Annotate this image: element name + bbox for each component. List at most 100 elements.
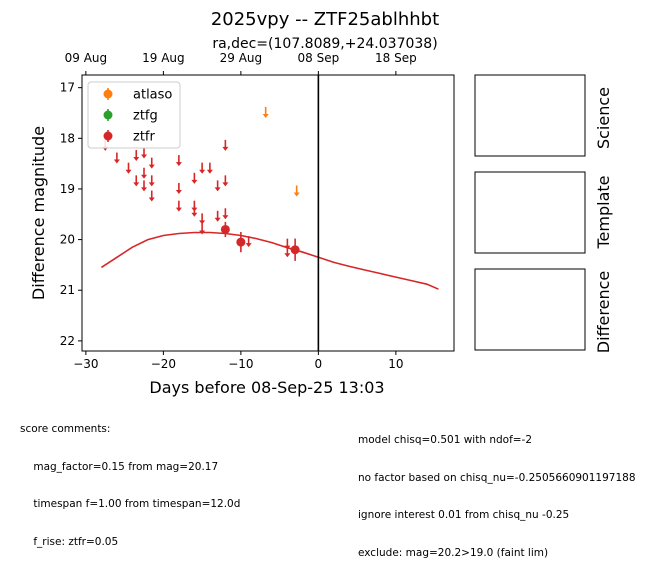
detection-marker xyxy=(220,224,230,234)
legend-box xyxy=(87,81,181,149)
upper-limit-marker xyxy=(191,172,198,184)
legend-label: ztfg xyxy=(133,109,158,124)
upper-limit-marker xyxy=(199,223,206,235)
model-curve xyxy=(100,231,439,290)
comment-line: score comments: xyxy=(20,423,111,435)
upper-limit-arrow xyxy=(293,192,300,197)
upper-limit-arrow xyxy=(191,212,198,217)
legend-entry: atlaso xyxy=(103,88,172,103)
upper-limit-marker xyxy=(206,162,213,174)
upper-limit-arrow xyxy=(125,169,132,174)
top-axis-tick-label: 08 Sep xyxy=(298,51,340,65)
legend-marker xyxy=(103,89,113,99)
legend-marker xyxy=(103,110,113,120)
upper-limit-arrow xyxy=(141,154,147,159)
science-label: Science xyxy=(594,87,613,149)
upper-limit-arrow xyxy=(214,187,221,192)
legend-label: ztfr xyxy=(133,130,155,145)
upper-limit-marker xyxy=(125,162,132,174)
x-tick-label: 0 xyxy=(315,357,323,371)
model-comments: model chisq=0.501 with ndof=-2 no factor… xyxy=(358,409,636,572)
x-tick-label: −10 xyxy=(228,357,253,371)
upper-limit-marker xyxy=(141,180,147,192)
upper-limit-marker xyxy=(222,208,229,220)
comment-line: f_rise: ztfr=0.05 xyxy=(20,535,119,548)
upper-limit-marker xyxy=(133,175,140,187)
upper-limit-marker xyxy=(175,200,182,212)
y-axis-label: Difference magnitude xyxy=(29,126,48,300)
top-axis-tick-label: 29 Aug xyxy=(220,51,263,65)
upper-limit-marker xyxy=(148,157,155,169)
upper-limit-arrow xyxy=(148,197,155,202)
upper-limit-marker xyxy=(214,180,221,192)
upper-limit-arrow xyxy=(199,230,206,235)
upper-limit-marker xyxy=(141,167,147,179)
upper-limit-arrow xyxy=(222,146,229,151)
difference-label: Difference xyxy=(594,271,613,353)
y-tick-label: 17 xyxy=(60,81,75,95)
upper-limit-arrow xyxy=(191,179,198,184)
upper-limit-arrow xyxy=(199,220,206,225)
detection-point xyxy=(290,238,300,261)
chart-subtitle: ra,dec=(107.8089,+24.037038) xyxy=(212,36,437,52)
upper-limit-arrow xyxy=(141,174,147,179)
upper-limit-marker xyxy=(262,106,269,118)
y-axis: 17 18 19 20 21 22 xyxy=(60,81,82,348)
upper-limit-marker xyxy=(175,182,182,194)
upper-limit-arrow xyxy=(284,253,291,258)
detection-point xyxy=(236,231,246,253)
legend-entry: ztfg xyxy=(103,109,158,124)
legend-marker xyxy=(103,131,113,141)
legend: atlaso ztfg ztfr xyxy=(87,81,181,149)
legend-label: atlaso xyxy=(133,88,172,103)
upper-limit-marker xyxy=(293,185,300,197)
upper-limit-marker xyxy=(245,236,252,248)
top-axis-tick-label: 19 Aug xyxy=(142,51,185,65)
top-axis: 09 Aug 19 Aug 29 Aug 08 Sep 18 Sep xyxy=(65,51,417,75)
x-tick-label: −30 xyxy=(73,357,98,371)
upper-limit-arrow xyxy=(133,157,140,162)
detection-marker xyxy=(290,245,300,255)
upper-limit-arrow xyxy=(175,207,182,212)
upper-limit-marker xyxy=(214,210,221,222)
y-tick-label: 19 xyxy=(60,182,75,196)
y-tick-label: 18 xyxy=(60,131,75,145)
upper-limit-arrow xyxy=(141,187,147,192)
x-tick-label: 10 xyxy=(388,357,403,371)
upper-limit-arrow xyxy=(206,169,213,174)
upper-limit-marker xyxy=(284,246,291,258)
axes-frame xyxy=(81,74,455,352)
upper-limit-arrow xyxy=(133,182,140,187)
y-tick-label: 20 xyxy=(60,233,75,247)
upper-limit-marker xyxy=(222,139,229,151)
upper-limit-arrow xyxy=(113,159,120,164)
upper-limit-marker xyxy=(191,205,198,217)
chart-title: 2025vpy -- ZTF25ablhhbt xyxy=(211,9,439,30)
upper-limit-marker xyxy=(175,155,182,167)
y-tick-label: 21 xyxy=(60,283,75,297)
upper-limit-arrow xyxy=(222,182,229,187)
template-label: Template xyxy=(594,175,613,249)
difference-panel xyxy=(474,268,586,351)
upper-limit-marker xyxy=(222,175,229,187)
upper-limit-marker xyxy=(148,175,155,187)
upper-limit-marker xyxy=(199,162,206,174)
y-tick-label: 22 xyxy=(60,334,75,348)
x-axis-label: Days before 08-Sep-25 13:03 xyxy=(149,378,384,397)
x-tick-label: −20 xyxy=(151,357,176,371)
upper-limit-marker xyxy=(113,152,120,164)
comment-line: no factor based on chisq_nu=-0.250566090… xyxy=(358,471,636,484)
upper-limit-arrow xyxy=(148,182,155,187)
detection-marker xyxy=(236,237,246,247)
top-axis-tick-label: 09 Aug xyxy=(65,51,108,65)
upper-limit-marker xyxy=(148,190,155,202)
upper-limit-marker xyxy=(133,150,140,162)
comment-line: exclude: mag=20.2>19.0 (faint lim) xyxy=(358,546,549,559)
upper-limit-arrow xyxy=(148,164,155,169)
score-comments: score comments: mag_factor=0.15 from mag… xyxy=(20,398,240,561)
upper-limit-arrow xyxy=(214,217,221,222)
upper-limit-arrow xyxy=(199,169,206,174)
plot-area: −30 −20 −10 0 10 17 18 19 20 21 22 atlaso ztfg ztfr xyxy=(60,74,455,371)
upper-limit-arrow xyxy=(262,113,269,118)
science-panel xyxy=(474,74,586,157)
